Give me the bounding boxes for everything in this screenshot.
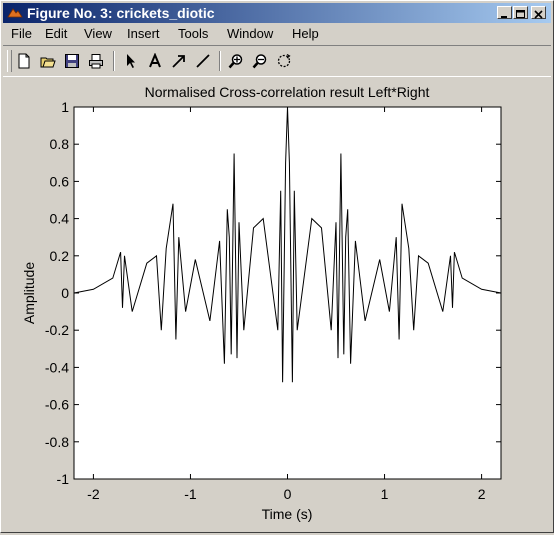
series-line xyxy=(73,106,502,383)
insert-text-button[interactable] xyxy=(144,51,166,71)
insert-arrow-icon xyxy=(172,55,185,68)
menu-edit[interactable]: Edit xyxy=(45,26,68,41)
series-layer xyxy=(73,106,502,383)
window-title: Figure No. 3: crickets_diotic xyxy=(27,5,215,21)
zoom-in-button[interactable] xyxy=(225,51,247,71)
zoom-in-icon xyxy=(228,54,243,69)
chart-title: Normalised Cross-correlation result Left… xyxy=(145,84,430,100)
new-figure-button[interactable] xyxy=(13,51,35,71)
y-tick-label: 0.6 xyxy=(50,173,70,189)
zoom-out-icon xyxy=(252,54,267,69)
close-button[interactable] xyxy=(531,6,546,19)
y-tick-label: -0.8 xyxy=(45,434,69,450)
menu-bar: File Edit View Insert Tools Window Help xyxy=(3,24,551,44)
menu-file[interactable]: File xyxy=(11,26,32,41)
plot-area xyxy=(73,106,502,480)
matlab-logo-icon xyxy=(7,8,23,18)
zoom-out-button[interactable] xyxy=(249,51,271,71)
toolbar-separator xyxy=(113,51,115,71)
open-folder-icon xyxy=(40,57,56,68)
select-arrow-icon xyxy=(127,54,135,68)
toolbar-separator xyxy=(219,51,221,71)
new-file-icon xyxy=(18,53,30,69)
x-tick-label: -1 xyxy=(184,486,197,502)
save-button[interactable] xyxy=(61,51,83,71)
insert-line-icon xyxy=(196,54,210,68)
y-tick-label: 0.8 xyxy=(50,136,70,152)
menu-tools[interactable]: Tools xyxy=(178,26,209,41)
y-tick-label: -0.6 xyxy=(45,397,69,413)
maximize-icon xyxy=(516,10,525,18)
insert-text-icon xyxy=(149,53,161,68)
x-tick-label: 2 xyxy=(478,486,486,502)
menu-view[interactable]: View xyxy=(84,26,112,41)
y-tick-label: 0.2 xyxy=(50,248,70,264)
save-disk-icon xyxy=(65,54,79,68)
x-tick-label: -2 xyxy=(87,486,100,502)
insert-line-button[interactable] xyxy=(192,51,214,71)
y-tick-label: 0.4 xyxy=(50,211,70,227)
cross-correlation-chart[interactable]: Normalised Cross-correlation result Left… xyxy=(3,77,551,530)
close-icon xyxy=(534,10,543,19)
y-tick-label: 1 xyxy=(61,99,69,115)
toolbar-grip[interactable] xyxy=(7,50,12,72)
figure-toolbar xyxy=(3,45,551,77)
print-icon xyxy=(89,54,103,69)
menu-help[interactable]: Help xyxy=(292,26,319,41)
menu-insert[interactable]: Insert xyxy=(127,26,160,41)
minimize-button[interactable] xyxy=(497,6,512,19)
y-tick-label: -0.4 xyxy=(45,359,69,375)
open-file-button[interactable] xyxy=(37,51,59,71)
rotate-3d-button[interactable] xyxy=(273,51,295,71)
x-axis: -2 -1 0 1 2 xyxy=(87,107,486,502)
x-tick-label: 0 xyxy=(284,486,292,502)
maximize-button[interactable] xyxy=(513,6,528,19)
y-axis-label: Amplitude xyxy=(21,262,37,324)
y-tick-label: 0 xyxy=(61,285,69,301)
minimize-icon xyxy=(501,16,507,18)
figure-canvas: Normalised Cross-correlation result Left… xyxy=(3,77,551,530)
title-bar[interactable]: Figure No. 3: crickets_diotic xyxy=(3,3,551,23)
x-axis-label: Time (s) xyxy=(262,506,313,522)
insert-arrow-button[interactable] xyxy=(168,51,190,71)
menu-window[interactable]: Window xyxy=(227,26,274,41)
y-tick-label: -1 xyxy=(57,471,70,487)
x-tick-label: 1 xyxy=(381,486,389,502)
y-axis: -1 -0.8 -0.6 -0.4 -0.2 0 0.2 0.4 0.6 0.8 1 xyxy=(45,99,501,487)
rotate-3d-icon xyxy=(277,53,291,68)
print-button[interactable] xyxy=(85,51,107,71)
edit-plot-button[interactable] xyxy=(120,51,142,71)
y-tick-label: -0.2 xyxy=(45,322,69,338)
